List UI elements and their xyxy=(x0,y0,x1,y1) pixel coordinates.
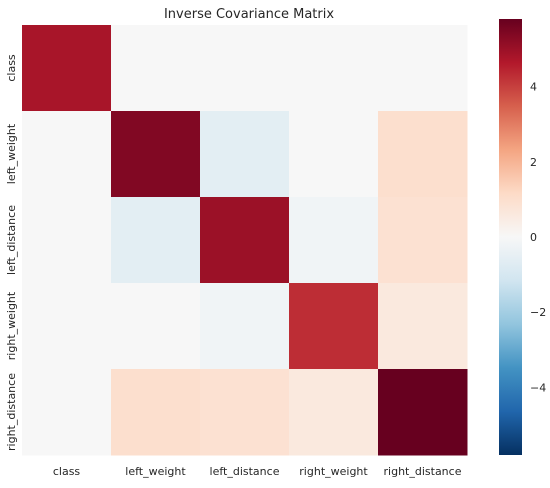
colorbar-tick-label: 0 xyxy=(530,231,537,244)
y-tick-label: right_weight xyxy=(5,291,18,360)
y-tick-label: right_distance xyxy=(5,373,18,451)
heatmap-cell-right_distance-left_distance xyxy=(200,369,290,456)
y-tick-labels: class left_weight left_distance right_weigh… xyxy=(5,54,18,451)
heatmap-cell-right_distance-right_distance xyxy=(378,369,468,456)
heatmap-cells xyxy=(22,25,468,456)
heatmap-cell-left_weight-left_weight xyxy=(111,111,201,198)
x-tick-label: left_distance xyxy=(210,465,280,478)
heatmap-cell-left_weight-right_distance xyxy=(378,111,468,198)
heatmap-cell-right_weight-class xyxy=(22,283,112,370)
heatmap-cell-right_distance-left_weight xyxy=(111,369,201,456)
colorbar-tick-label: 2 xyxy=(530,156,537,169)
heatmap-cell-left_distance-class xyxy=(22,197,112,284)
y-tick-label: class xyxy=(5,54,18,82)
colorbar xyxy=(499,19,522,455)
x-tick-label: right_weight xyxy=(299,465,368,478)
heatmap-cell-left_distance-right_distance xyxy=(378,197,468,284)
heatmap-cell-right_weight-left_weight xyxy=(111,283,201,370)
heatmap-cell-right_weight-right_weight xyxy=(289,283,379,370)
heatmap-cell-right_weight-right_distance xyxy=(378,283,468,370)
chart-title: Inverse Covariance Matrix xyxy=(164,7,334,22)
colorbar-tick-label: −4 xyxy=(530,381,546,394)
heatmap-cell-left_weight-left_distance xyxy=(200,111,290,198)
x-tick-label: left_weight xyxy=(125,465,186,478)
y-tick-label: left_weight xyxy=(5,123,18,184)
heatmap-cell-class-right_distance xyxy=(378,25,468,112)
heatmap-cell-class-left_distance xyxy=(200,25,290,112)
heatmap-cell-right_distance-right_weight xyxy=(289,369,379,456)
heatmap-cell-class-left_weight xyxy=(111,25,201,112)
heatmap-cell-left_weight-right_weight xyxy=(289,111,379,198)
x-tick-label: right_distance xyxy=(384,465,462,478)
x-tick-labels: class left_weight left_distance right_weigh… xyxy=(53,465,462,478)
colorbar-tick-label: 4 xyxy=(530,81,537,94)
colorbar-ticks: −4 −2 0 2 4 xyxy=(530,81,546,395)
y-tick-label: left_distance xyxy=(5,205,18,275)
heatmap-cell-left_weight-class xyxy=(22,111,112,198)
heatmap-cell-right_weight-left_distance xyxy=(200,283,290,370)
heatmap-cell-left_distance-right_weight xyxy=(289,197,379,284)
heatmap-cell-class-right_weight xyxy=(289,25,379,112)
heatmap-cell-left_distance-left_distance xyxy=(200,197,290,284)
colorbar-tick-label: −2 xyxy=(530,306,546,319)
heatmap-cell-class-class xyxy=(22,25,112,112)
x-tick-label: class xyxy=(53,465,81,478)
heatmap-cell-right_distance-class xyxy=(22,369,112,456)
heatmap-cell-left_distance-left_weight xyxy=(111,197,201,284)
